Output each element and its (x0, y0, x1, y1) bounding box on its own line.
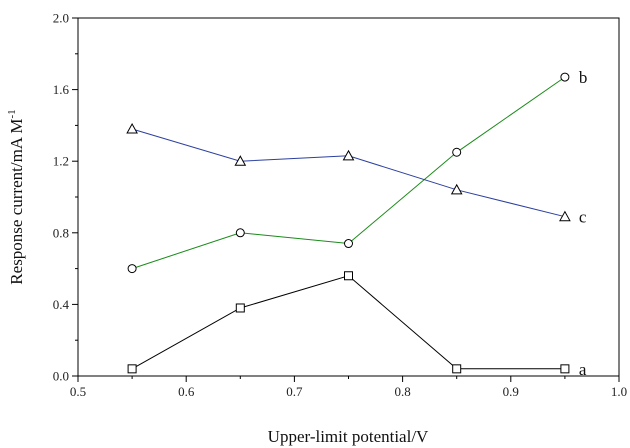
y-axis-title: Response current/mA M-1 (6, 109, 26, 284)
x-tick-label: 0.7 (286, 384, 303, 399)
series-label-b: b (579, 68, 588, 87)
series-line-a (131, 275, 565, 370)
series-label-c: c (579, 208, 587, 227)
series-label-a: a (579, 360, 587, 379)
x-tick-label: 0.9 (503, 384, 519, 399)
data-point-b (235, 228, 245, 238)
data-point-c (234, 155, 247, 166)
series-layer: a b c (126, 68, 588, 379)
y-axis-title-superscript: -1 (6, 109, 18, 118)
y-tick-label: 2.0 (53, 11, 69, 26)
y-tick-label: 0.8 (53, 225, 69, 240)
data-point-a (344, 271, 353, 281)
y-tick-label: 1.2 (53, 154, 69, 169)
series-line-c (131, 128, 566, 218)
x-axis-title: Upper-limit potential/V (268, 427, 429, 446)
data-point-a (560, 364, 570, 374)
data-point-b (560, 72, 570, 82)
data-point-a (452, 364, 462, 374)
y-tick-label: 0.0 (53, 369, 69, 384)
y-tick-label: 1.6 (53, 82, 70, 97)
data-point-c (450, 183, 463, 195)
x-tick-label: 0.5 (70, 384, 86, 399)
x-tick-label: 0.6 (178, 384, 195, 399)
y-axis-title-main: Response current/mA M (7, 118, 26, 284)
data-point-a (127, 364, 137, 374)
data-point-c (559, 210, 571, 222)
data-point-a (235, 303, 245, 313)
data-point-c (342, 149, 355, 161)
data-point-b (452, 147, 462, 157)
y-axis: 0.0 0.4 0.8 1.2 1.6 2.0 (53, 11, 78, 384)
data-point-b (344, 239, 353, 249)
x-axis: 0.5 0.6 0.7 0.8 0.9 1.0 (70, 376, 627, 399)
y-tick-label: 0.4 (53, 297, 70, 312)
plot-frame (77, 17, 620, 377)
x-tick-label: 0.8 (394, 384, 410, 399)
data-point-c (126, 122, 138, 134)
data-point-b (127, 264, 137, 274)
x-tick-label: 1.0 (611, 384, 627, 399)
